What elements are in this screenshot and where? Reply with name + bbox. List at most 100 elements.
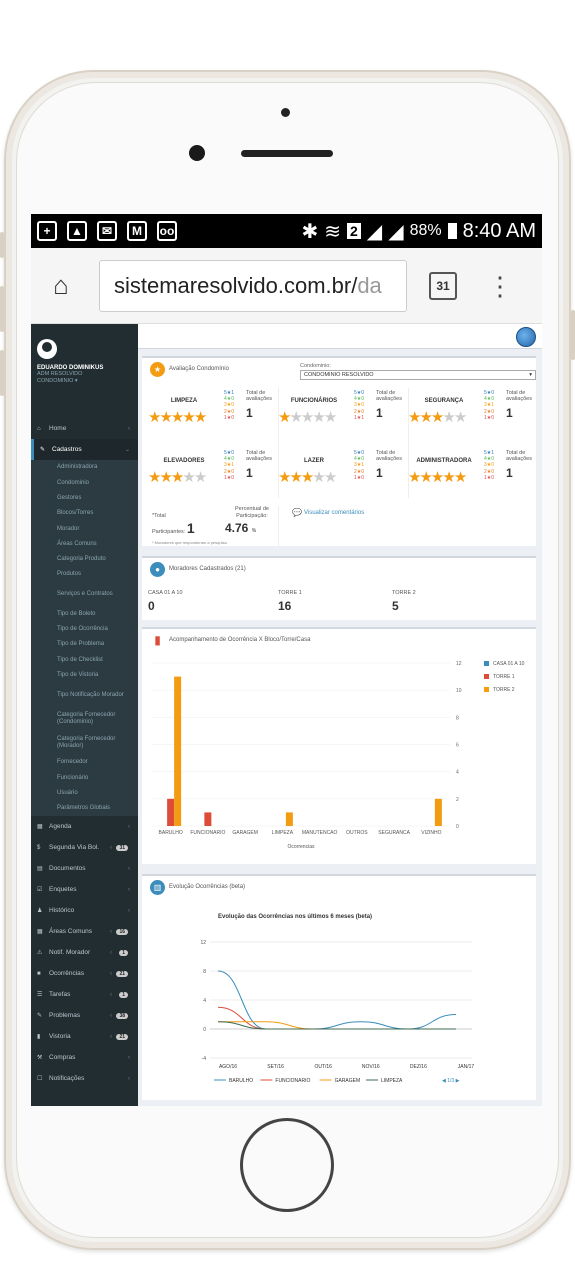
dollar-icon: $ (37, 844, 41, 851)
sidebar-item[interactable]: ☐ Notificações ‹ (31, 1068, 138, 1089)
series-line[interactable] (217, 1021, 456, 1030)
sidebar-item[interactable]: ▮ Vistoria ‹ 21 (31, 1026, 138, 1047)
sidebar-item-home[interactable]: ⌂ Home ‹ (31, 418, 138, 439)
sidebar-item-label: Notificações (49, 1075, 85, 1083)
submenu-item[interactable]: Categoria Fornecedor (Morador) (57, 736, 116, 749)
submenu-item[interactable]: Tipo de Ocorrência (57, 626, 108, 633)
submenu-item[interactable]: Usuário (57, 789, 78, 796)
sidebar-item-cadastros[interactable]: ✎ Cadastros ⌄ (31, 439, 138, 460)
sidebar-item[interactable]: ⚠ Notif. Morador ‹ 1 (31, 942, 138, 963)
submenu-item[interactable]: Tipo de Vistoria (57, 671, 99, 678)
folder-icon: ■ (37, 970, 41, 977)
total-value: 1 (376, 406, 383, 420)
total-label: Total de avaliações (246, 390, 272, 402)
legend-label[interactable]: TORRE 1 (493, 674, 515, 680)
submenu-item[interactable]: Serviços e Contratos (57, 591, 113, 598)
submenu-item[interactable]: Categoria Produto (57, 556, 106, 563)
participants-label: *Total (152, 513, 166, 519)
submenu-item[interactable]: Blocos/Torres (57, 510, 94, 517)
rating-distribution: 5★1 4★0 3★0 2★0 1★0 (484, 450, 494, 481)
legend-label[interactable]: TORRE 2 (493, 687, 515, 693)
view-comments-link[interactable]: 💬 Visualizar comentários (292, 508, 364, 517)
cadastros-submenu: Administradora Condominio Gestores Blocos/T… (31, 460, 138, 817)
sidebar-item[interactable]: ■ Ocorrências ‹ 21 (31, 963, 138, 984)
distribution-row: 2★0 (224, 468, 235, 475)
star-icon: ★ (430, 469, 445, 486)
star-icon: ★ (182, 469, 196, 486)
user-role: ADM RESOLVIDO CONDOMINIO ▾ (37, 371, 132, 384)
browser-home-icon[interactable]: ⌂ (53, 270, 69, 300)
history-icon: ♟ (37, 908, 43, 915)
divider (278, 506, 279, 548)
count-badge: 31 (116, 844, 128, 851)
avatar[interactable] (37, 339, 57, 359)
legend-pager[interactable]: ◀ 1/3 ▶ (442, 1078, 460, 1084)
bar[interactable] (174, 676, 182, 826)
x-tick-label: BARULHO (159, 830, 183, 836)
submenu-item[interactable]: Áreas Comuns (57, 540, 97, 547)
submenu-item[interactable]: Tipo de Boleto (57, 610, 96, 617)
sidebar-item[interactable]: ☑ Enquetes ‹ (31, 879, 138, 900)
submenu-item[interactable]: Tipo de Problema (57, 641, 105, 648)
bar[interactable] (285, 812, 293, 826)
participants-value: 1 (186, 520, 195, 536)
user-role-line2[interactable]: CONDOMINIO ▾ (37, 377, 78, 384)
rating-distribution: 5★0 4★0 3★1 2★0 1★0 (484, 390, 494, 421)
calendar-icon[interactable]: 31 (429, 271, 457, 300)
bar[interactable] (167, 798, 175, 826)
sidebar-item[interactable]: $ Segunda Via Bol. ‹ 31 (31, 837, 138, 858)
rating-distribution: 5★1 4★0 3★0 2★0 1★0 (224, 390, 234, 421)
chart-icon: ▥ (150, 879, 165, 895)
category-name: LIMPEZA (170, 398, 198, 404)
legend-label[interactable]: GARAGEM (335, 1078, 361, 1084)
bar[interactable] (434, 798, 442, 826)
globe-icon[interactable] (516, 327, 536, 347)
sidebar-item-label: Histórico (49, 907, 75, 915)
home-button[interactable] (240, 1118, 334, 1212)
distribution-row: 1★0 (224, 414, 235, 421)
condo-select[interactable]: CONDOMINIO RESOLVIDO ▾ (300, 370, 536, 380)
sidebar-item[interactable]: ▦ Áreas Comuns ‹ 16 (31, 921, 138, 942)
submenu-item[interactable]: Gestores (57, 494, 82, 501)
tower-count: 16 (278, 599, 292, 613)
submenu-item[interactable]: Tipo Notificação Morador (57, 691, 124, 698)
legend-label[interactable]: FUNCIONARIO (275, 1078, 310, 1084)
bar[interactable] (204, 812, 212, 826)
star-icon: ★ (453, 409, 468, 426)
rating-category: SEGURANÇA ★★★★★ 5★0 4★0 3★1 2★0 1★0 Total de av… (404, 390, 534, 440)
submenu-item[interactable]: Administradora (57, 464, 98, 471)
evaluation-title: ★ Avaliação Condomínio (142, 358, 536, 380)
legend-label[interactable]: CASA 01 A 10 (493, 661, 525, 667)
sidebar-item[interactable]: ⚒ Compras ‹ (31, 1047, 138, 1068)
total-value: 1 (506, 466, 513, 480)
submenu-item[interactable]: Condominio (57, 479, 90, 486)
star-rating: ★★★★★ (278, 410, 337, 425)
sidebar-item[interactable]: ▤ Documentos ‹ (31, 858, 138, 879)
sidebar-item[interactable]: ♟ Histórico ‹ (31, 900, 138, 921)
legend-label[interactable]: LIMPEZA (381, 1078, 403, 1084)
chevron-left-icon: ‹ (110, 1033, 112, 1040)
submenu-item[interactable]: Morador (57, 525, 80, 532)
submenu-item[interactable]: Categoria Fornecedor (Condominio) (57, 712, 116, 725)
address-bar[interactable]: sistemaresolvido.com.br/da (99, 259, 407, 312)
y-tick-label: 8 (456, 715, 459, 721)
bluetooth-icon: ✱ (301, 220, 319, 243)
sidebar-item-label: Vistoria (49, 1033, 71, 1041)
sidebar-item-label: Enquetes (49, 886, 77, 894)
submenu-item[interactable]: Funcionário (57, 774, 89, 781)
overflow-menu-icon[interactable]: ⋮ (487, 270, 513, 301)
submenu-item[interactable]: Fornecedor (57, 759, 88, 766)
sidebar-item[interactable]: ▦ Agenda ‹ (31, 816, 138, 837)
distribution-row: 1★0 (224, 474, 235, 481)
comment-icon: 💬 (292, 508, 302, 517)
legend-label[interactable]: BARULHO (229, 1078, 253, 1084)
sidebar-item[interactable]: ✎ Problemas ‹ 38 (31, 1005, 138, 1026)
submenu-item[interactable]: Produtos (57, 571, 82, 578)
total-value: 1 (246, 406, 253, 420)
top-navbar (138, 324, 542, 349)
sidebar-item[interactable]: ☰ Tarefas ‹ 1 (31, 984, 138, 1005)
submenu-item[interactable]: Parâmetros Globais (57, 805, 111, 812)
submenu-item[interactable]: Tipo de Checklist (57, 656, 103, 663)
distribution-row: 3★1 (484, 402, 495, 409)
y-tick-label: 4 (456, 770, 459, 776)
